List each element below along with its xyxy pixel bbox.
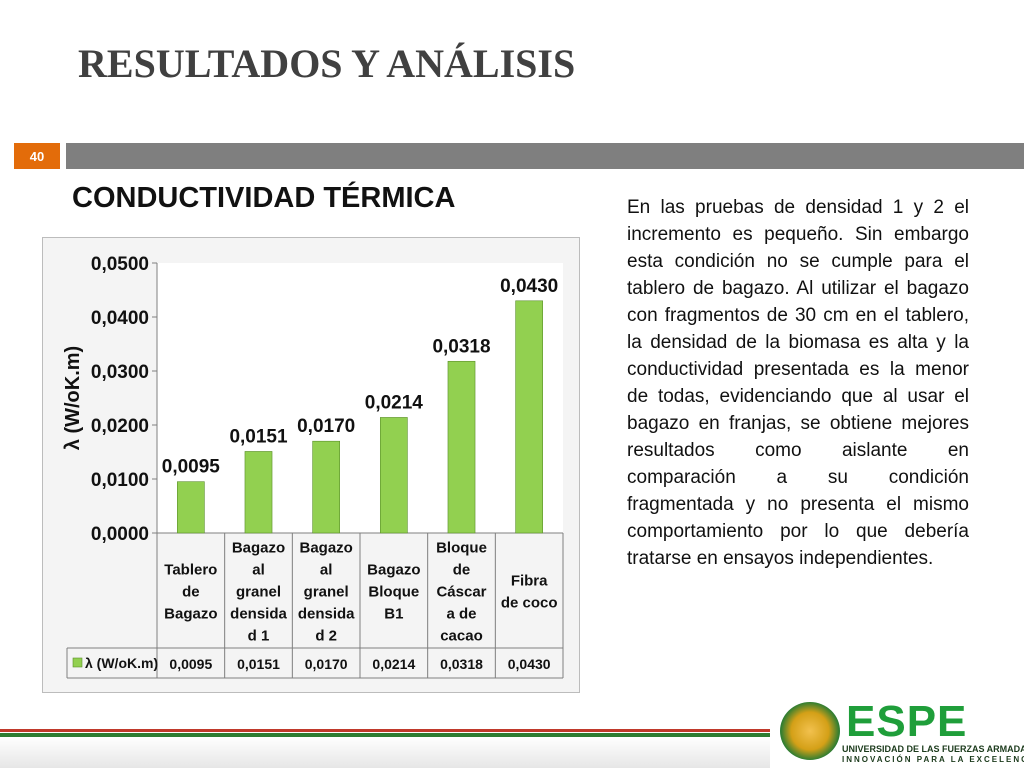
y-tick-label: 0,0100 — [91, 470, 149, 491]
footer-line-red — [0, 729, 770, 732]
x-category-label: Bagazo al granel densida d 2 — [298, 540, 355, 645]
bar-data-label: 0,0214 — [365, 392, 424, 413]
y-tick-label: 0,0000 — [91, 524, 149, 545]
y-tick-label: 0,0200 — [91, 416, 149, 437]
logo-wordmark: ESPE — [846, 697, 968, 746]
body-text: En las pruebas de densidad 1 y 2 el incr… — [627, 197, 969, 569]
bar — [447, 360, 476, 534]
x-category-label: Fibra de coco — [501, 573, 558, 612]
table-value: 0,0430 — [508, 656, 551, 672]
footer-band — [0, 737, 770, 768]
y-axis-title: λ (W/oK.m) — [62, 346, 84, 450]
y-tick-label: 0,0400 — [91, 308, 149, 329]
logo-tagline: INNOVACIÓN PARA LA EXCELENCIA — [842, 755, 1024, 764]
legend-swatch — [72, 657, 83, 668]
table-value: 0,0170 — [305, 656, 348, 672]
x-category-label: Bagazo al granel densida d 1 — [230, 540, 287, 645]
chart-frame: 0,0000 0,0100 0,0200 0,0300 0,0400 0,0500 λ (W… — [42, 237, 580, 693]
table-value: 0,0318 — [440, 656, 483, 672]
plot-area — [157, 263, 563, 533]
bar — [312, 440, 340, 534]
bar-data-label: 0,0170 — [297, 416, 355, 437]
conductivity-bar-chart: 0,0000 0,0100 0,0200 0,0300 0,0400 0,0500 λ (W… — [62, 254, 564, 679]
bar-data-label: 0,0318 — [432, 336, 490, 357]
table-value: 0,0214 — [372, 656, 415, 672]
x-category-label: Tablero de Bagazo — [164, 562, 217, 623]
university-seal-icon — [780, 702, 840, 760]
bar-data-label: 0,0095 — [162, 457, 221, 478]
bar — [379, 417, 408, 534]
bar — [177, 481, 205, 534]
table-value: 0,0151 — [237, 656, 280, 672]
table-value: 0,0095 — [169, 656, 212, 672]
footer-line-green — [0, 733, 770, 737]
y-tick-label: 0,0300 — [91, 362, 149, 383]
bar — [244, 451, 273, 534]
legend-label: λ (W/oK.m) — [85, 655, 158, 671]
bar-data-label: 0,0151 — [229, 426, 288, 447]
bar — [515, 300, 543, 534]
logo-subtitle: UNIVERSIDAD DE LAS FUERZAS ARMADAS — [842, 744, 1024, 754]
bar-data-label: 0,0430 — [500, 276, 558, 297]
x-category-label: Bagazo Bloque B1 — [367, 562, 420, 623]
slide-title: RESULTADOS Y ANÁLISIS — [78, 41, 576, 86]
espe-logo: ESPE UNIVERSIDAD DE LAS FUERZAS ARMADAS … — [780, 700, 1024, 768]
page-number-badge: 40 — [14, 143, 60, 169]
section-heading: CONDUCTIVIDAD TÉRMICA — [72, 182, 456, 214]
title-bar — [66, 143, 1024, 169]
y-tick-label: 0,0500 — [91, 254, 149, 275]
x-category-label: Bloque de Cáscar a de cacao — [436, 540, 487, 645]
